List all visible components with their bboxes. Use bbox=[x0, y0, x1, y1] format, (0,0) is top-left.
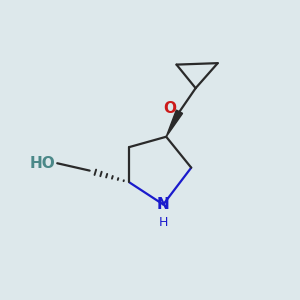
Polygon shape bbox=[166, 110, 183, 137]
Text: N: N bbox=[157, 197, 169, 212]
Text: HO: HO bbox=[30, 156, 56, 171]
Text: O: O bbox=[163, 101, 176, 116]
Text: H: H bbox=[159, 216, 168, 229]
